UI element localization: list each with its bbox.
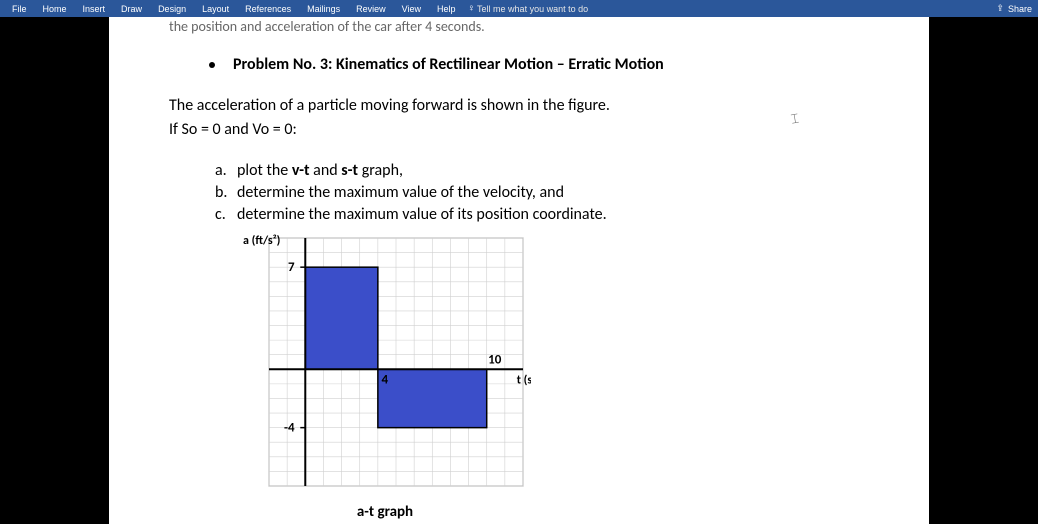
sub-c-label: c. bbox=[215, 204, 237, 226]
problem-heading-row: Problem No. 3: Kinematics of Rectilinear… bbox=[209, 55, 869, 74]
sub-b-text: determine the maximum value of the veloc… bbox=[237, 182, 564, 204]
svg-text:t (s): t (s) bbox=[517, 373, 531, 387]
tab-help[interactable]: Help bbox=[429, 0, 464, 17]
svg-text:-4: -4 bbox=[284, 421, 295, 436]
share-icon: ⇪ bbox=[996, 3, 1004, 14]
tab-mailings[interactable]: Mailings bbox=[299, 0, 348, 17]
document-page: the position and acceleration of the car… bbox=[109, 17, 929, 524]
body-line-1: The acceleration of a particle moving fo… bbox=[169, 96, 610, 115]
bullet-icon bbox=[209, 62, 215, 68]
problem-heading: Problem No. 3: Kinematics of Rectilinear… bbox=[233, 55, 664, 74]
sub-b-label: b. bbox=[215, 182, 237, 204]
sub-a-st: s-t bbox=[341, 161, 358, 180]
svg-text:4: 4 bbox=[382, 372, 389, 387]
sub-a-mid: and bbox=[310, 161, 342, 180]
lightbulb-icon: ♀ bbox=[468, 3, 476, 14]
document-area: the position and acceleration of the car… bbox=[0, 17, 1038, 524]
tab-home[interactable]: Home bbox=[35, 0, 75, 17]
tab-layout[interactable]: Layout bbox=[194, 0, 237, 17]
sub-a-label: a. bbox=[215, 160, 237, 182]
tab-file[interactable]: File bbox=[4, 0, 35, 17]
subquestion-list: a. plot the v-t and s-t graph, b. determ… bbox=[215, 160, 869, 226]
svg-text:a (ft/s²): a (ft/s²) bbox=[243, 234, 280, 248]
tab-insert[interactable]: Insert bbox=[75, 0, 114, 17]
sub-a-text: plot the v-t and s-t graph, bbox=[237, 160, 403, 182]
prev-problem-line: the position and acceleration of the car… bbox=[169, 17, 869, 37]
svg-text:7: 7 bbox=[288, 260, 295, 275]
tab-references[interactable]: References bbox=[237, 0, 299, 17]
tell-me-search[interactable]: Tell me what you want to do bbox=[477, 4, 588, 14]
tab-design[interactable]: Design bbox=[150, 0, 194, 17]
share-button[interactable]: ⇪ Share bbox=[996, 3, 1032, 14]
subquestion-a: a. plot the v-t and s-t graph, bbox=[215, 160, 869, 182]
sub-a-post: graph, bbox=[358, 161, 403, 180]
a-t-chart: a (ft/s²) 7 -4 4 10 t (s) bbox=[239, 232, 531, 492]
sub-c-text: determine the maximum value of its posit… bbox=[237, 204, 607, 226]
body-line-2: If So = 0 and Vo = 0: bbox=[169, 120, 297, 139]
tab-view[interactable]: View bbox=[394, 0, 429, 17]
tab-review[interactable]: Review bbox=[348, 0, 394, 17]
subquestion-c: c. determine the maximum value of its po… bbox=[215, 204, 869, 226]
problem-body: The acceleration of a particle moving fo… bbox=[169, 94, 869, 142]
sub-a-pre: plot the bbox=[237, 161, 292, 180]
subquestion-b: b. determine the maximum value of the ve… bbox=[215, 182, 869, 204]
tab-draw[interactable]: Draw bbox=[113, 0, 150, 17]
sub-a-vt: v-t bbox=[292, 161, 310, 180]
chart-caption: a-t graph bbox=[239, 503, 531, 521]
a-t-graph-figure: a (ft/s²) 7 -4 4 10 t (s) a-t graph bbox=[239, 232, 869, 521]
ribbon: File Home Insert Draw Design Layout Refe… bbox=[0, 0, 1038, 17]
share-label: Share bbox=[1008, 4, 1032, 14]
svg-text:10: 10 bbox=[488, 352, 502, 367]
